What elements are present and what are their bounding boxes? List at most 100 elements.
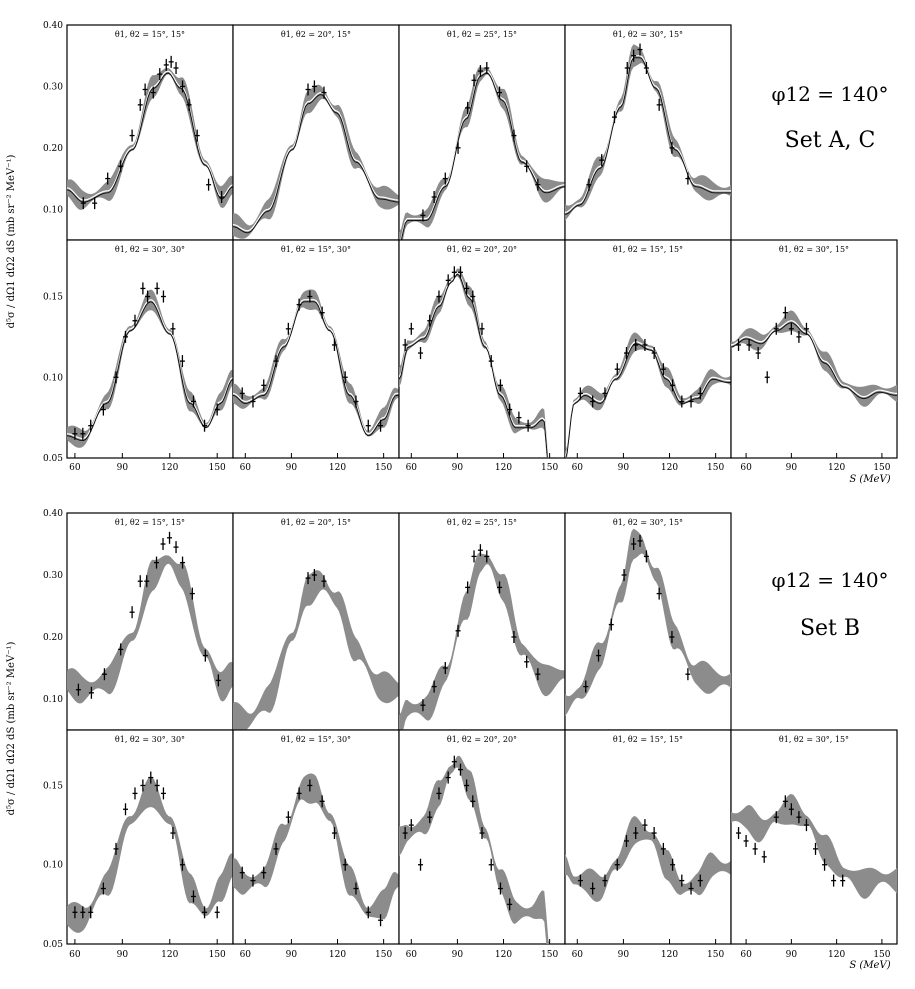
panel-frame <box>564 24 732 241</box>
theory-line-white <box>565 55 731 213</box>
x-tick-label: 120 <box>828 463 845 473</box>
panel-bottom-5: θ1, θ2 = 30°, 15° 60 90 120 150 <box>730 239 898 473</box>
x-tick-label: 90 <box>286 950 298 960</box>
panel-bottom-1: θ1, θ2 = 30°, 30° 60 90 120 150 <box>66 239 234 473</box>
theory-band <box>67 776 233 933</box>
x-tick-label: 150 <box>209 950 226 960</box>
y-tick-label: 0.30 <box>43 571 63 581</box>
y-tick-label: 0.15 <box>43 293 63 303</box>
x-tick-label: 120 <box>495 950 512 960</box>
x-tick-label: 90 <box>786 950 798 960</box>
x-tick-label: 150 <box>541 950 558 960</box>
panel-top-1: θ1, θ2 = 15°, 15° <box>66 512 234 731</box>
phi-label-text: φ12 = 140° <box>771 568 889 592</box>
y-tick-label: 0.10 <box>43 205 63 215</box>
theory-band <box>233 289 399 437</box>
panel-top-2: θ1, θ2 = 20°, 15° <box>232 24 400 241</box>
theory-band <box>67 555 233 704</box>
x-tick-label: 120 <box>161 463 178 473</box>
x-tick-label: 90 <box>117 950 129 960</box>
y-axis-label: d⁵σ / dΩ1 dΩ2 dS (mb sr⁻² MeV⁻¹) <box>6 155 17 329</box>
panel-label: θ1, θ2 = 15°, 15° <box>115 30 185 39</box>
x-tick-label: 120 <box>495 463 512 473</box>
x-tick-label: 60 <box>572 463 584 473</box>
theory-band <box>399 552 565 730</box>
x-tick-label: 90 <box>452 950 464 960</box>
panel-label: θ1, θ2 = 30°, 15° <box>613 30 683 39</box>
panel-label: θ1, θ2 = 30°, 15° <box>779 735 849 744</box>
theory-line-black <box>399 273 548 458</box>
y-axis-label: d⁵σ / dΩ1 dΩ2 dS (mb sr⁻² MeV⁻¹) <box>6 642 17 816</box>
panel-label: θ1, θ2 = 25°, 15° <box>447 518 517 527</box>
x-tick-label: 60 <box>240 463 252 473</box>
y-tick-label: 0.20 <box>43 144 63 154</box>
panel-top-4: θ1, θ2 = 30°, 15° <box>564 24 732 241</box>
panel-bottom-4: θ1, θ2 = 15°, 15° 60 90 120 150 <box>564 239 732 473</box>
theory-line-white <box>399 271 549 458</box>
x-tick-label: 90 <box>618 463 630 473</box>
panel-bottom-4: θ1, θ2 = 15°, 15° 60 90 120 150 <box>564 729 732 960</box>
x-tick-label: 150 <box>707 463 724 473</box>
panel-frame <box>66 24 234 241</box>
panel-frame <box>232 24 400 241</box>
panel-bottom-3: θ1, θ2 = 20°, 20° 60 90 120 150 <box>398 729 566 960</box>
x-tick-label: 150 <box>209 463 226 473</box>
x-tick-label: 90 <box>452 463 464 473</box>
panel-frame <box>232 239 400 459</box>
x-tick-label: 60 <box>69 950 81 960</box>
x-tick-label: 60 <box>406 950 418 960</box>
set-label-text: Set B <box>799 616 861 641</box>
theory-line-white <box>67 70 233 201</box>
theory-band <box>565 528 731 716</box>
phi-label-text: φ12 = 140° <box>771 82 889 106</box>
panel-label: θ1, θ2 = 15°, 30° <box>281 735 351 744</box>
x-tick-label: 60 <box>69 463 81 473</box>
panel-label: θ1, θ2 = 30°, 30° <box>115 735 185 744</box>
x-axis-label: S (MeV) <box>849 960 890 971</box>
x-tick-label: 60 <box>240 950 252 960</box>
x-tick-label: 150 <box>873 950 890 960</box>
panel-label: θ1, θ2 = 30°, 15° <box>613 518 683 527</box>
panel-label: θ1, θ2 = 30°, 30° <box>115 245 185 254</box>
panel-label: θ1, θ2 = 15°, 15° <box>613 245 683 254</box>
panel-label: θ1, θ2 = 20°, 20° <box>447 245 517 254</box>
y-tick-label: 0.40 <box>43 509 63 519</box>
x-tick-label: 120 <box>661 463 678 473</box>
x-tick-label: 90 <box>618 950 630 960</box>
x-tick-label: 120 <box>661 950 678 960</box>
panel-bottom-2: θ1, θ2 = 15°, 30° 60 90 120 150 <box>232 729 400 960</box>
y-tick-label: 0.20 <box>43 633 63 643</box>
y-tick-label: 0.10 <box>43 695 63 705</box>
x-tick-label: 60 <box>740 950 752 960</box>
x-tick-label: 60 <box>740 463 752 473</box>
theory-line-white <box>731 320 897 398</box>
x-tick-label: 120 <box>161 950 178 960</box>
panel-bottom-5: θ1, θ2 = 30°, 15° 60 90 120 150 <box>730 729 898 960</box>
theory-line-black <box>565 57 731 215</box>
theory-line-white <box>233 299 399 435</box>
panel-frame <box>564 512 732 731</box>
panel-bottom-1: θ1, θ2 = 30°, 30° 60 90 120 150 <box>66 729 234 960</box>
x-tick-label: 150 <box>375 950 392 960</box>
panel-frame <box>232 512 400 731</box>
theory-band <box>399 268 549 458</box>
phi-label-set-b: φ12 = 140° <box>740 568 915 592</box>
x-tick-label: 120 <box>329 463 346 473</box>
x-tick-label: 150 <box>375 463 392 473</box>
theory-band <box>233 773 399 920</box>
theory-band <box>399 66 565 240</box>
panel-label: θ1, θ2 = 30°, 15° <box>779 245 849 254</box>
y-tick-label: 0.30 <box>43 82 63 92</box>
y-tick-label: 0.15 <box>43 781 63 791</box>
panel-frame <box>398 512 566 731</box>
panel-label: θ1, θ2 = 20°, 15° <box>281 518 351 527</box>
theory-band <box>67 289 233 448</box>
panel-frame <box>66 512 234 731</box>
x-tick-label: 150 <box>541 463 558 473</box>
panel-top-4: θ1, θ2 = 30°, 15° <box>564 512 732 731</box>
panel-top-3: θ1, θ2 = 25°, 15° <box>398 512 566 731</box>
theory-line-white <box>233 91 399 232</box>
